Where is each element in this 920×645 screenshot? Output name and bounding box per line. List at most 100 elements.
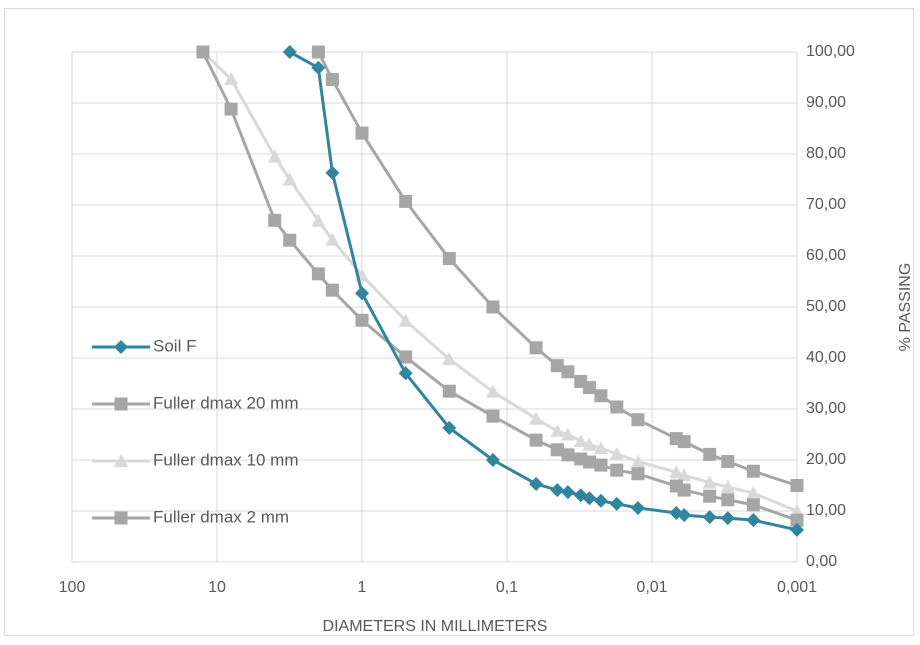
marker bbox=[677, 468, 692, 482]
marker bbox=[399, 194, 413, 208]
marker bbox=[283, 233, 297, 247]
x-tick-label: 1 bbox=[358, 579, 367, 596]
marker bbox=[311, 45, 325, 59]
x-tick-label: 100 bbox=[59, 579, 86, 596]
marker bbox=[720, 511, 735, 526]
y-tick-label: 90,00 bbox=[806, 94, 846, 111]
marker bbox=[398, 366, 413, 381]
x-tick-label: 0,001 bbox=[777, 579, 817, 596]
legend-label: Soil F bbox=[153, 336, 196, 355]
marker bbox=[325, 283, 339, 297]
marker bbox=[609, 446, 624, 460]
marker bbox=[677, 435, 691, 449]
marker bbox=[486, 300, 500, 314]
marker bbox=[746, 486, 761, 500]
marker bbox=[224, 102, 238, 116]
y-tick-label: 80,00 bbox=[806, 145, 846, 162]
marker bbox=[593, 493, 608, 508]
marker bbox=[703, 447, 717, 461]
x-tick-label: 0,1 bbox=[496, 579, 518, 596]
y-tick-label: 70,00 bbox=[806, 196, 846, 213]
marker bbox=[355, 286, 369, 301]
marker bbox=[561, 448, 575, 462]
marker bbox=[790, 479, 804, 492]
marker bbox=[790, 522, 804, 537]
marker bbox=[550, 423, 565, 437]
marker bbox=[593, 441, 608, 455]
marker bbox=[550, 443, 564, 457]
marker bbox=[594, 458, 608, 472]
marker bbox=[746, 498, 760, 512]
y-tick-label: 20,00 bbox=[806, 451, 846, 468]
marker bbox=[114, 340, 128, 354]
marker bbox=[399, 350, 413, 364]
marker bbox=[267, 149, 282, 163]
marker bbox=[560, 485, 575, 500]
marker bbox=[702, 510, 717, 525]
marker bbox=[311, 267, 325, 281]
marker bbox=[560, 427, 575, 441]
y-tick-label: 100,00 bbox=[806, 43, 855, 60]
marker bbox=[610, 463, 624, 477]
marker bbox=[669, 465, 684, 479]
marker bbox=[582, 437, 597, 451]
marker bbox=[582, 381, 596, 395]
marker bbox=[282, 45, 297, 59]
marker bbox=[311, 60, 326, 75]
marker bbox=[224, 72, 239, 86]
marker bbox=[442, 252, 456, 266]
marker bbox=[702, 475, 717, 489]
marker bbox=[442, 384, 456, 398]
marker bbox=[630, 454, 645, 468]
marker bbox=[720, 480, 735, 494]
marker bbox=[355, 126, 369, 140]
marker bbox=[703, 489, 717, 503]
y-tick-label: 60,00 bbox=[806, 247, 846, 264]
marker bbox=[677, 483, 691, 497]
marker bbox=[485, 384, 500, 398]
marker bbox=[529, 411, 544, 425]
y-axis-title: % PASSING bbox=[897, 263, 914, 352]
marker bbox=[325, 232, 340, 246]
y-tick-label: 0,00 bbox=[806, 553, 837, 570]
marker bbox=[582, 455, 596, 469]
marker bbox=[398, 313, 413, 327]
marker bbox=[529, 476, 544, 491]
marker bbox=[355, 313, 369, 327]
marker bbox=[609, 496, 624, 511]
marker bbox=[630, 500, 645, 515]
marker bbox=[550, 483, 565, 498]
marker bbox=[582, 491, 597, 506]
marker bbox=[114, 397, 128, 411]
marker bbox=[746, 513, 761, 528]
marker bbox=[529, 341, 543, 355]
marker bbox=[746, 464, 760, 478]
y-tick-label: 40,00 bbox=[806, 349, 846, 366]
marker bbox=[311, 213, 326, 227]
marker bbox=[573, 434, 588, 448]
marker bbox=[442, 420, 457, 435]
marker bbox=[268, 213, 282, 227]
marker bbox=[196, 45, 210, 59]
marker bbox=[790, 513, 804, 527]
marker bbox=[325, 165, 340, 180]
marker bbox=[561, 365, 575, 379]
marker bbox=[485, 453, 500, 467]
legend-label: Fuller dmax 10 mm bbox=[153, 450, 298, 469]
marker bbox=[442, 352, 457, 366]
legend-label: Fuller dmax 2 mm bbox=[153, 507, 289, 526]
y-tick-label: 10,00 bbox=[806, 502, 846, 519]
marker bbox=[114, 454, 128, 467]
marker bbox=[721, 493, 735, 507]
marker bbox=[631, 467, 645, 481]
marker bbox=[529, 433, 543, 447]
marker bbox=[721, 455, 735, 469]
marker bbox=[550, 359, 564, 373]
marker bbox=[677, 508, 692, 523]
marker bbox=[594, 389, 608, 403]
marker bbox=[486, 409, 500, 423]
marker bbox=[325, 73, 339, 87]
x-axis-title: DIAMETERS IN MILLIMETERS bbox=[323, 618, 548, 635]
marker bbox=[282, 172, 297, 186]
marker bbox=[610, 400, 624, 414]
